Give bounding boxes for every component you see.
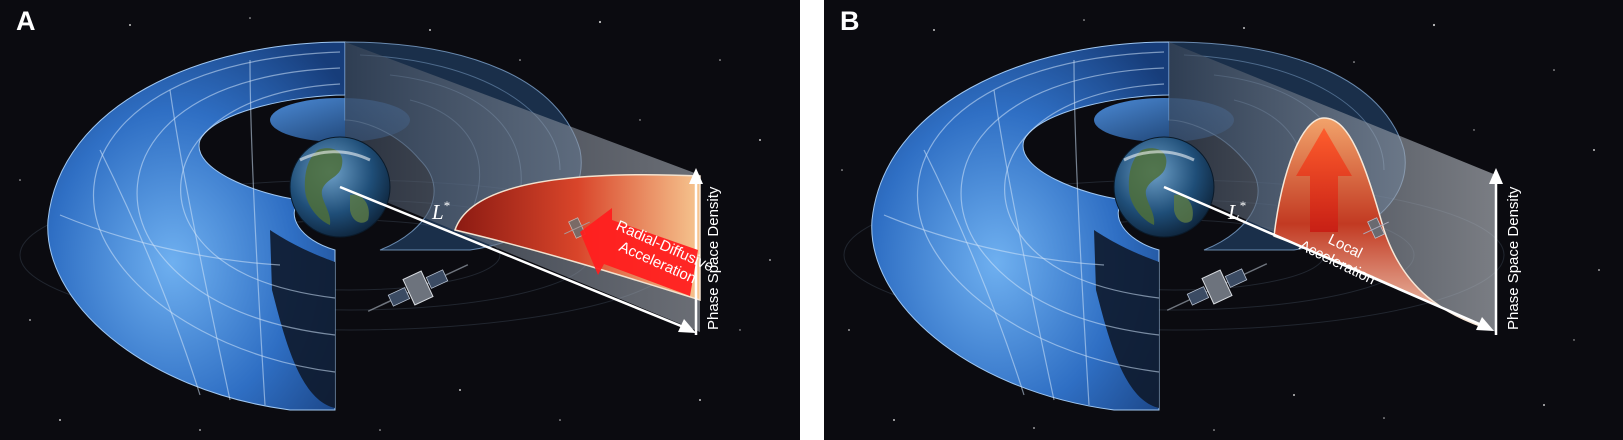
lstar-label: L*	[1228, 198, 1247, 225]
panel-a: A L* Phase Space Density Radial-Diffusiv…	[0, 0, 800, 440]
radiation-belt-torus	[871, 41, 1170, 411]
panel-b: B L* Phase Space Density Local Accelerat…	[824, 0, 1623, 440]
earth-land-2	[350, 194, 369, 223]
lstar-symbol: L	[1228, 200, 1240, 224]
panel-b-illustration	[841, 19, 1600, 431]
psd-arrowhead	[689, 168, 703, 184]
psd-arrowhead	[1489, 168, 1503, 184]
lstar-super: *	[443, 198, 451, 213]
arrow-icon	[580, 208, 698, 296]
earth-land-2	[1174, 194, 1193, 223]
satellite-icon	[367, 264, 469, 312]
psd-axis-label: Phase Space Density	[1505, 186, 1522, 330]
panel-a-illustration	[19, 17, 771, 431]
field-lines	[883, 51, 1165, 406]
radiation-belt-torus	[47, 41, 346, 411]
satellite-icon	[1166, 263, 1268, 311]
lstar-super: *	[1239, 198, 1247, 213]
arrow-icon	[1296, 128, 1352, 232]
lstar-arrowhead	[1476, 317, 1494, 331]
earth-clouds	[299, 150, 371, 162]
earth-land	[1128, 148, 1167, 225]
lstar-label: L*	[432, 198, 451, 225]
panel-b-label: B	[840, 6, 860, 36]
star-field	[19, 17, 771, 431]
panel-a-label: A	[16, 6, 36, 36]
lstar-symbol: L	[432, 200, 444, 224]
belt-cutaway	[270, 230, 335, 408]
lstar-axis	[339, 185, 687, 330]
star-field	[841, 19, 1600, 431]
earth-land	[304, 148, 343, 225]
satellite-small-icon	[1363, 217, 1389, 239]
belt-cutaway	[1094, 230, 1159, 408]
earth-clouds	[1123, 150, 1195, 162]
field-lines	[59, 51, 341, 406]
lstar-axis	[1163, 185, 1485, 328]
lstar-arrowhead	[678, 319, 696, 333]
